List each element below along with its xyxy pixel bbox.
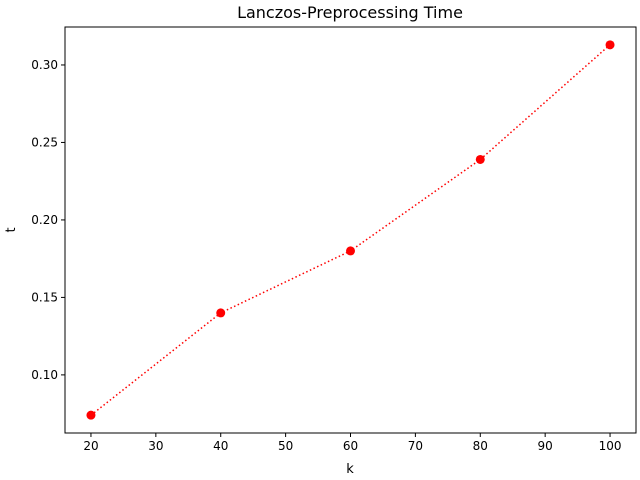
y-axis-label: t xyxy=(4,227,19,232)
y-tick-label: 0.10 xyxy=(31,368,58,382)
y-tick-label: 0.15 xyxy=(31,290,58,304)
chart-title: Lanczos-Preprocessing Time xyxy=(237,3,463,22)
x-tick-label: 60 xyxy=(343,439,358,453)
y-tick-label: 0.30 xyxy=(31,58,58,72)
x-tick-label: 80 xyxy=(473,439,488,453)
data-point xyxy=(475,154,485,164)
x-axis-label: k xyxy=(346,462,354,477)
x-tick-label: 90 xyxy=(538,439,553,453)
data-point xyxy=(605,40,615,50)
x-tick-label: 40 xyxy=(213,439,228,453)
y-axis-ticks: 0.10 0.15 0.20 0.25 0.30 xyxy=(31,58,65,382)
x-tick-label: 30 xyxy=(148,439,163,453)
plot-area xyxy=(64,26,637,434)
x-tick-label: 100 xyxy=(599,439,622,453)
data-point xyxy=(216,308,226,318)
series-line xyxy=(90,44,611,416)
x-tick-label: 50 xyxy=(278,439,293,453)
series-markers xyxy=(86,40,615,420)
x-axis-ticks: 20 30 40 50 60 70 80 90 100 xyxy=(83,433,621,453)
data-point xyxy=(346,246,355,256)
x-tick-label: 70 xyxy=(408,439,423,453)
y-tick-label: 0.25 xyxy=(31,135,58,149)
x-tick-label: 20 xyxy=(83,439,98,453)
y-tick-label: 0.20 xyxy=(31,213,58,227)
data-point xyxy=(86,410,96,420)
